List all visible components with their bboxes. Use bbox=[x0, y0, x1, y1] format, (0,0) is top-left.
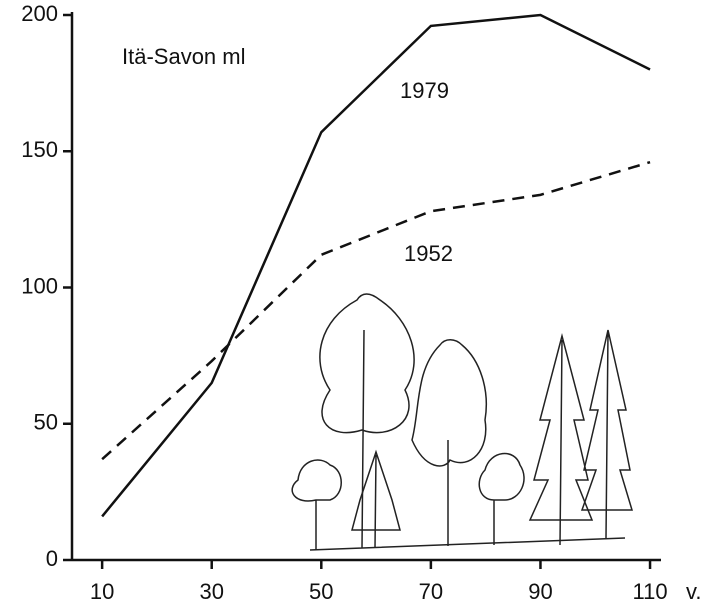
y-tick-label: 50 bbox=[34, 410, 58, 435]
y-tick-label: 100 bbox=[21, 273, 58, 298]
annotation: Itä-Savon ml bbox=[122, 44, 246, 69]
y-tick-label: 150 bbox=[21, 137, 58, 162]
series-label: 1952 bbox=[404, 241, 453, 266]
y-tick-label: 0 bbox=[46, 546, 58, 571]
series-line bbox=[101, 13, 651, 518]
x-tick-label: 90 bbox=[528, 579, 552, 604]
y-tick-label: 200 bbox=[21, 1, 58, 26]
series-label: 1979 bbox=[400, 78, 449, 103]
x-tick-label: 10 bbox=[90, 579, 114, 604]
x-axis-label: v. bbox=[686, 579, 701, 604]
x-tick-label: 30 bbox=[199, 579, 223, 604]
x-tick-label: 50 bbox=[309, 579, 333, 604]
x-tick-label: 110 bbox=[633, 579, 668, 604]
tree-illustration bbox=[291, 293, 634, 551]
series-line bbox=[101, 160, 651, 461]
x-tick-label: 70 bbox=[419, 579, 443, 604]
